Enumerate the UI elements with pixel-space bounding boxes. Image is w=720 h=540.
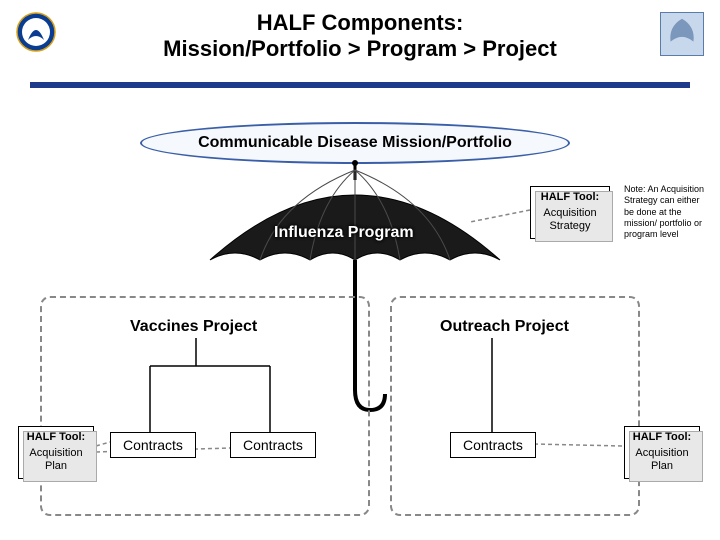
contracts-box-2: Contracts: [230, 432, 316, 458]
portfolio-label: Communicable Disease Mission/Portfolio: [198, 134, 512, 152]
title-line1: HALF Components:: [70, 10, 650, 36]
title-rule: [30, 82, 690, 88]
tool-acquisition-strategy: HALF Tool: Acquisition Strategy: [530, 186, 610, 239]
hhs-logo: [16, 12, 56, 52]
vaccines-title-text: Vaccines Project: [130, 318, 257, 335]
contracts-label: Contracts: [463, 437, 523, 453]
tool-title: HALF Tool:: [537, 191, 603, 204]
tool-sub: Acquisition Strategy: [537, 207, 603, 233]
slide: HALF Components: Mission/Portfolio > Pro…: [0, 0, 720, 540]
vaccines-title: Vaccines Project: [130, 318, 257, 336]
portfolio-ellipse: Communicable Disease Mission/Portfolio: [140, 122, 570, 164]
note-text: Note: An Acquisition Strategy can either…: [624, 184, 704, 239]
program-label: Influenza Program: [274, 224, 414, 242]
tool-sub: Acquisition Plan: [631, 447, 693, 473]
contracts-box-1: Contracts: [110, 432, 196, 458]
program-text: Influenza Program: [274, 224, 414, 241]
tool-sub: Acquisition Plan: [25, 447, 87, 473]
tool-acquisition-plan-left: HALF Tool: Acquisition Plan: [18, 426, 94, 479]
title-line2: Mission/Portfolio > Program > Project: [70, 36, 650, 62]
half-logo: [660, 12, 704, 56]
tool-title: HALF Tool:: [25, 431, 87, 444]
tool-title: HALF Tool:: [631, 431, 693, 444]
contracts-label: Contracts: [123, 437, 183, 453]
contracts-label: Contracts: [243, 437, 303, 453]
slide-title: HALF Components: Mission/Portfolio > Pro…: [70, 10, 650, 62]
strategy-note: Note: An Acquisition Strategy can either…: [624, 184, 712, 240]
outreach-title: Outreach Project: [440, 318, 569, 336]
outreach-title-text: Outreach Project: [440, 318, 569, 335]
tool-acquisition-plan-right: HALF Tool: Acquisition Plan: [624, 426, 700, 479]
contracts-box-3: Contracts: [450, 432, 536, 458]
